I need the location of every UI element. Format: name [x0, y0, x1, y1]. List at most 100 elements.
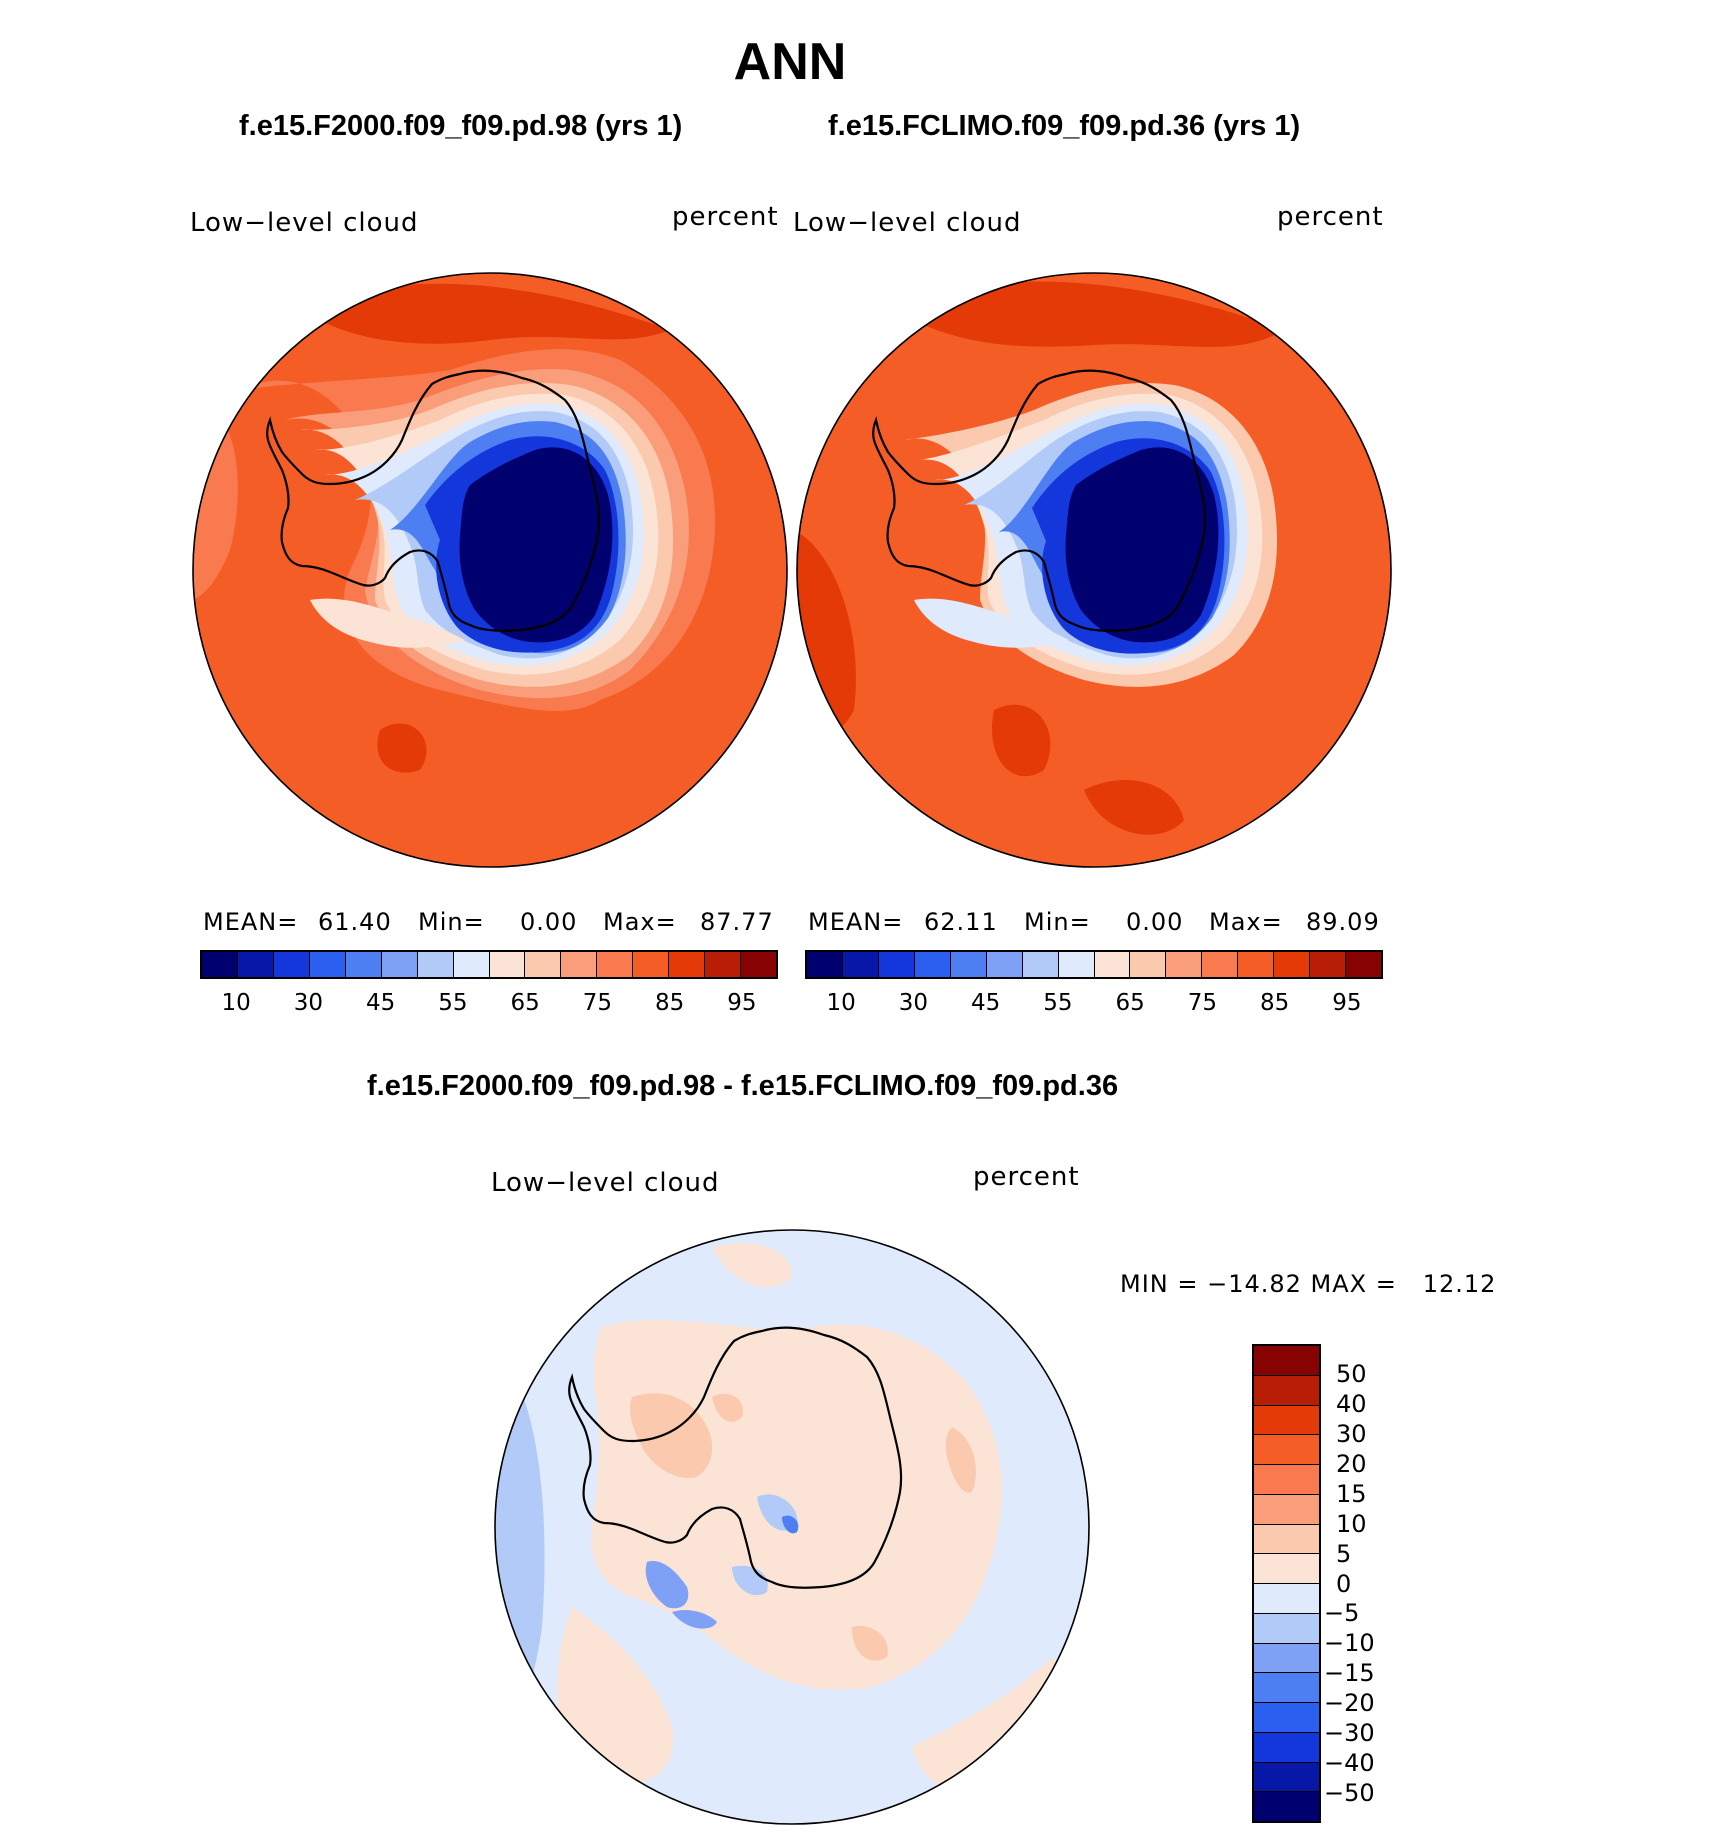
left-colorbar-box-4 [345, 952, 382, 977]
diff-colorbar-box-7 [1254, 1554, 1319, 1584]
left-case-title: f.e15.F2000.f09_f09.pd.98 (yrs 1) [239, 110, 683, 142]
right-colorbar-box-1 [842, 952, 879, 977]
left-colorbar-tick-label: 85 [654, 990, 685, 1016]
right-units-label: percent [1277, 202, 1384, 232]
left-colorbar-box-13 [669, 952, 706, 977]
diff-colorbar-box-10 [1254, 1643, 1319, 1674]
right-mean-label: MEAN= [808, 908, 904, 936]
diff-colorbar-tick-label: 0 [1336, 1569, 1352, 1598]
left-colorbar-tick-label: 10 [221, 990, 251, 1016]
right-coastline [872, 369, 1207, 632]
diff-minmax-label: MIN = −14.82 MAX = 12.12 [1120, 1270, 1497, 1298]
diff-colorbar-ticks: 50 40 30 20 15 10 5 0 −5 −10 −15 −20 −30 −40 −50 [1324, 1344, 1422, 1823]
diff-colorbar-tick-label: −30 [1324, 1719, 1375, 1748]
left-colorbar-tick-label: 30 [293, 990, 324, 1016]
left-map-boundary [192, 272, 788, 868]
left-colorbar-tick-label: 95 [727, 990, 757, 1016]
diff-colorbar-tick-label: −20 [1324, 1689, 1375, 1718]
right-colorbar-box-0 [807, 952, 843, 977]
right-polar-map [796, 272, 1392, 868]
right-min-value: 0.00 [1126, 908, 1184, 936]
right-max-value: 89.09 [1306, 908, 1380, 936]
diff-colorbar-box-14 [1254, 1762, 1319, 1793]
right-colorbar-box-15 [1346, 952, 1381, 977]
left-colorbar-box-3 [309, 952, 346, 977]
left-variable-label: Low−level cloud [190, 208, 419, 238]
left-colorbar-tick-label: 55 [438, 990, 468, 1016]
left-colorbar [200, 950, 778, 979]
diff-colorbar-box-0 [1254, 1346, 1319, 1376]
diff-colorbar-box-1 [1254, 1375, 1319, 1406]
right-colorbar-box-14 [1310, 952, 1347, 977]
right-contour-fill [797, 273, 1391, 867]
left-colorbar-tick-label: 45 [365, 990, 396, 1016]
left-min-label: Min= [418, 908, 485, 936]
right-min-label: Min= [1024, 908, 1091, 936]
right-max-label: Max= [1209, 908, 1283, 936]
diff-colorbar-tick-label: 10 [1336, 1509, 1367, 1538]
left-colorbar-box-1 [237, 952, 274, 977]
left-min-value: 0.00 [520, 908, 578, 936]
diff-colorbar-tick-label: 50 [1336, 1359, 1367, 1388]
diff-coastline [568, 1326, 903, 1589]
diff-colorbar-box-2 [1254, 1405, 1319, 1436]
right-colorbar [805, 950, 1383, 979]
right-colorbar-box-11 [1202, 952, 1239, 977]
right-colorbar-box-12 [1238, 952, 1275, 977]
right-colorbar-tick-label: 75 [1187, 990, 1218, 1016]
right-colorbar-tick-label: 45 [970, 990, 1001, 1016]
right-colorbar-box-9 [1130, 952, 1167, 977]
right-case-title: f.e15.FCLIMO.f09_f09.pd.36 (yrs 1) [828, 110, 1301, 142]
diff-map-boundary [494, 1229, 1090, 1825]
left-colorbar-box-5 [381, 952, 418, 977]
diff-colorbar-tick-label: −50 [1324, 1779, 1375, 1808]
right-mean-value: 62.11 [924, 908, 998, 936]
diff-colorbar-tick-label: −5 [1324, 1599, 1360, 1628]
right-colorbar-tick-label: 65 [1115, 990, 1145, 1016]
diff-colorbar-box-5 [1254, 1494, 1319, 1525]
diff-units-label: percent [973, 1162, 1080, 1192]
diff-colorbar-box-8 [1254, 1584, 1319, 1614]
left-mean-value: 61.40 [318, 908, 392, 936]
diff-colorbar-box-6 [1254, 1524, 1319, 1555]
diff-colorbar [1252, 1344, 1321, 1823]
diff-colorbar-tick-label: 5 [1336, 1539, 1352, 1568]
right-colorbar-box-2 [878, 952, 915, 977]
diff-colorbar-box-13 [1254, 1732, 1319, 1763]
left-colorbar-box-8 [489, 952, 526, 977]
diff-case-title: f.e15.F2000.f09_f09.pd.98 - f.e15.FCLIMO… [367, 1070, 1119, 1102]
right-colorbar-tick-label: 10 [826, 990, 856, 1016]
left-polar-map [192, 272, 788, 868]
diff-colorbar-tick-label: 15 [1336, 1479, 1367, 1508]
right-colorbar-box-6 [1022, 952, 1059, 977]
diff-colorbar-box-9 [1254, 1613, 1319, 1644]
right-colorbar-box-8 [1094, 952, 1131, 977]
diff-colorbar-box-4 [1254, 1465, 1319, 1495]
right-colorbar-box-7 [1058, 952, 1095, 977]
right-colorbar-box-10 [1166, 952, 1203, 977]
diff-colorbar-tick-label: −40 [1324, 1749, 1375, 1778]
right-variable-label: Low−level cloud [793, 208, 1022, 238]
left-colorbar-box-10 [561, 952, 598, 977]
diff-colorbar-box-3 [1254, 1435, 1319, 1465]
diff-variable-label: Low−level cloud [491, 1168, 720, 1198]
right-colorbar-tick-label: 55 [1043, 990, 1073, 1016]
right-colorbar-box-4 [950, 952, 987, 977]
left-units-label: percent [672, 202, 779, 232]
right-colorbar-tick-label: 30 [898, 990, 929, 1016]
right-colorbar-tick-label: 95 [1332, 990, 1362, 1016]
left-colorbar-ticks: 10 30 45 55 65 75 85 95 [200, 990, 778, 1020]
left-max-label: Max= [603, 908, 677, 936]
left-colorbar-box-14 [705, 952, 742, 977]
left-colorbar-box-2 [273, 952, 310, 977]
figure-title: ANN [733, 33, 847, 91]
right-colorbar-box-13 [1274, 952, 1311, 977]
diff-colorbar-tick-label: −10 [1324, 1629, 1375, 1658]
left-mean-label: MEAN= [203, 908, 299, 936]
left-colorbar-box-11 [597, 952, 634, 977]
right-colorbar-box-5 [986, 952, 1023, 977]
left-colorbar-box-15 [741, 952, 776, 977]
diff-colorbar-tick-label: −15 [1324, 1659, 1375, 1688]
left-colorbar-box-12 [633, 952, 670, 977]
left-colorbar-tick-label: 65 [510, 990, 540, 1016]
